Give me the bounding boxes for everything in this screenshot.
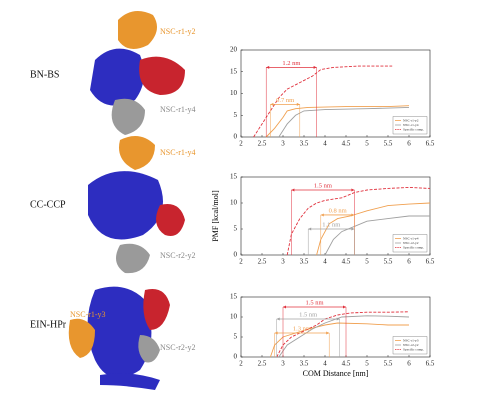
x-tick-label: 3 [281,360,285,368]
x-tick-label: 6.5 [426,360,435,368]
x-tick-label: 2 [239,360,243,368]
subunit-label: NSC-r1-y4 [160,148,196,157]
y-tick-label: 15 [230,173,238,181]
y-tick-label: 5 [234,111,238,119]
span-label: 1.2 nm [282,60,300,67]
legend-box [392,234,428,253]
protein-bn-bs [90,11,185,135]
legend-label: NSC-r2-y2 [403,241,419,245]
subunit-label: NSC-r2-y2 [160,251,196,260]
y-tick-label: 5 [234,225,238,233]
pmf-line [316,202,431,256]
subunit-label: NSC-r1-y3 [70,310,106,319]
x-tick-label: 3 [281,258,285,266]
x-tick-label: 3 [281,140,285,148]
x-tick-label: 4.5 [342,360,351,368]
pmf-line [253,65,393,138]
x-tick-label: 6 [407,258,411,266]
arrow-head [270,102,300,106]
pmf-line [265,105,410,138]
legend-label: Specific comp. [403,347,424,351]
legend-label: NSC-r1-y4 [403,236,419,240]
x-tick-label: 5.5 [384,360,393,368]
x-axis-label: COM Distance [nm] [303,369,369,378]
y-tick-label: 20 [230,46,238,54]
x-tick-label: 4 [323,140,327,148]
x-tick-label: 6 [407,140,411,148]
x-tick-label: 2.5 [258,258,267,266]
y-tick-label: 0 [234,353,238,361]
span-label: 1.5 nm [305,299,323,306]
y-tick-label: 0 [234,251,238,259]
y-tick-label: 0 [234,133,238,141]
legend-box [392,336,428,355]
complex-label: CC-CCP [30,199,66,210]
complex-label: EIN-HPr [30,319,67,330]
x-tick-label: 4 [323,258,327,266]
x-tick-label: 2 [239,140,243,148]
legend-box [392,116,428,135]
plot-frame [240,296,431,358]
span-label: 1.5 nm [299,311,317,318]
subunit-label: NSC-r1-y4 [160,105,196,114]
y-tick-label: 5 [234,333,238,341]
subunit-label: NSC-r2-y2 [160,343,196,352]
x-tick-label: 3.5 [300,258,309,266]
x-tick-label: 5 [365,258,369,266]
y-tick-label: 10 [230,199,238,207]
x-tick-label: 6 [407,360,411,368]
x-tick-label: 5 [365,360,369,368]
span-label: 0.8 nm [329,207,347,214]
legend-label: Specific comp. [403,245,424,249]
legend-label: NSC-r1-y4 [403,123,419,127]
pmf-line [278,106,410,138]
x-tick-label: 2.5 [258,360,267,368]
span-label: 0.7 nm [276,97,294,104]
y-tick-label: 10 [230,89,238,97]
x-tick-label: 4.5 [342,258,351,266]
y-axis-label: PMF [kcal/mol] [211,190,220,242]
x-tick-label: 6.5 [426,140,435,148]
y-tick-label: 15 [230,67,238,75]
legend-label: Specific comp. [403,127,424,131]
y-tick-label: 10 [230,313,238,321]
x-tick-label: 2 [239,258,243,266]
x-tick-label: 6.5 [426,258,435,266]
pmf-line [276,311,410,358]
x-tick-label: 5.5 [384,140,393,148]
span-label: 1.1 nm [322,221,340,228]
span-label: 1.5 nm [314,182,332,189]
pmf-line [324,215,430,256]
span-label: 1.3 nm [293,325,311,332]
y-tick-label: 15 [230,293,238,301]
pmf-line [278,315,410,358]
subunit-label: NSC-r1-y2 [160,27,196,36]
x-tick-label: 3.5 [300,360,309,368]
protein-cc-ccp [88,136,185,274]
legend-label: NSC-r1-y2 [403,118,419,122]
x-tick-label: 4.5 [342,140,351,148]
x-tick-label: 5.5 [384,258,393,266]
legend-label: NSC-r2-y2 [403,343,419,347]
complex-label: BN-BS [30,69,59,80]
x-tick-label: 4 [323,360,327,368]
x-tick-label: 3.5 [300,140,309,148]
x-tick-label: 2.5 [258,140,267,148]
legend-label: NSC-r1-y3 [403,338,419,342]
protein-ein-hpr [68,286,170,390]
x-tick-label: 5 [365,140,369,148]
pmf-line [286,186,431,256]
